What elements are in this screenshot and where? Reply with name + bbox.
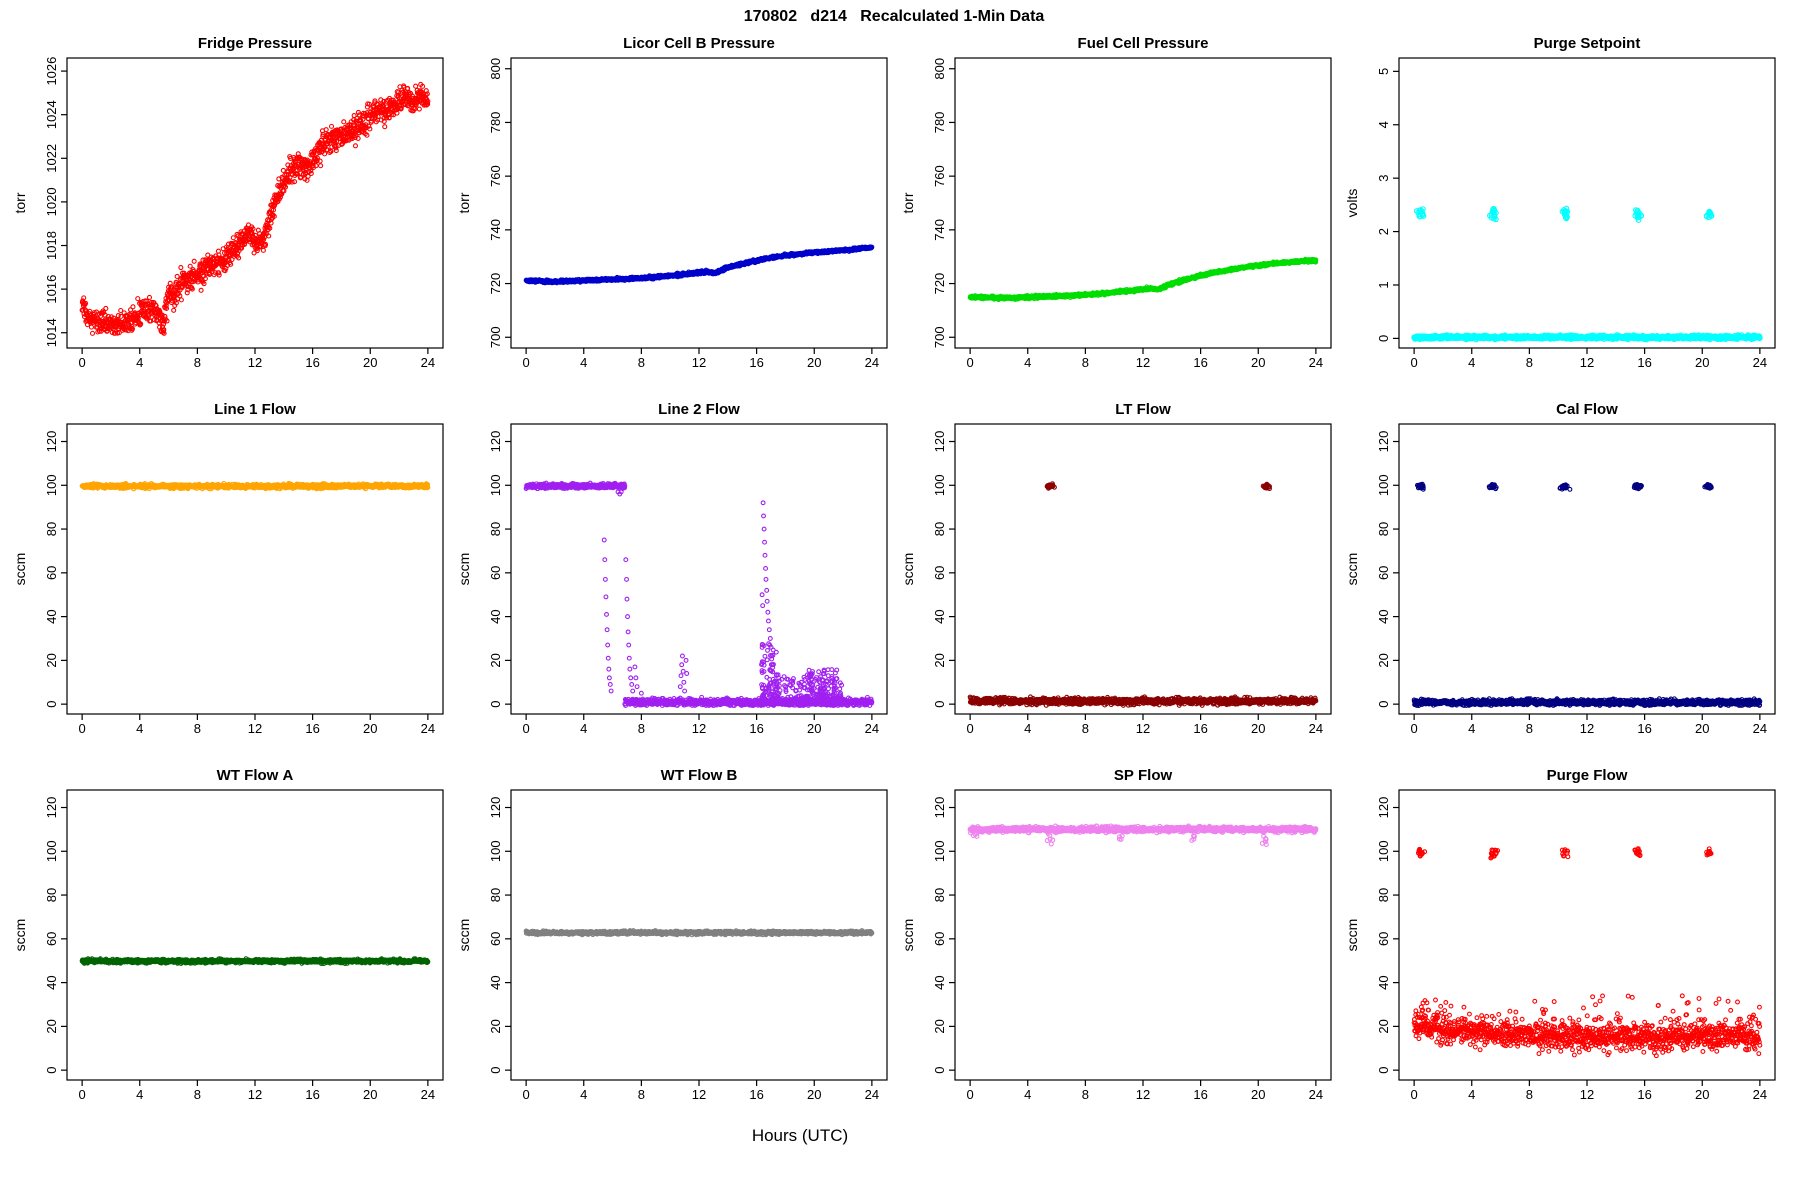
figure-title: 170802 d214 Recalculated 1-Min Data — [743, 8, 1045, 25]
x-axis-label: Hours (UTC) — [751, 1126, 849, 1145]
panel-purge-flow — [1342, 760, 1786, 1126]
panel-sp-flow — [898, 760, 1342, 1126]
panel-fridge-pressure — [10, 28, 454, 394]
panel-wt-flow-b — [454, 760, 898, 1126]
chart-grid — [10, 28, 1800, 1126]
panel-wt-flow-a — [10, 760, 454, 1126]
panel-cal-flow — [1342, 394, 1786, 760]
panel-fuel-cell-pressure — [898, 28, 1342, 394]
panel-line-2-flow — [454, 394, 898, 760]
panel-licor-cell-b-pressure — [454, 28, 898, 394]
panel-purge-setpoint — [1342, 28, 1786, 394]
panel-lt-flow — [898, 394, 1342, 760]
panel-line-1-flow — [10, 394, 454, 760]
